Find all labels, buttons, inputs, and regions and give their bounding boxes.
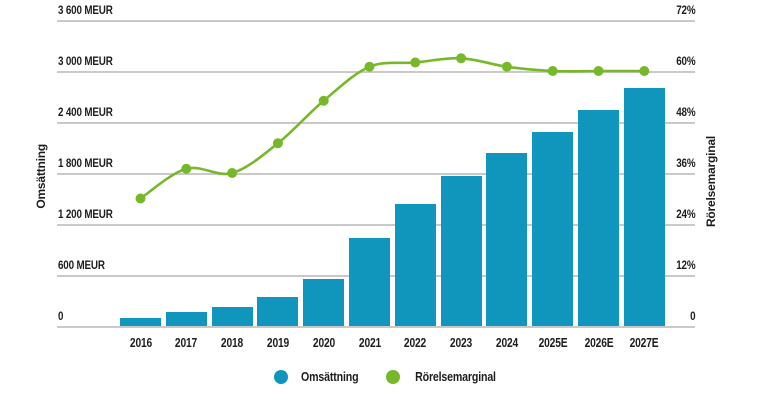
x-axis-label: 2024 bbox=[495, 336, 518, 350]
gridline bbox=[57, 20, 695, 22]
legend: Omsättning Rörelsemarginal bbox=[0, 366, 777, 388]
bar-2016 bbox=[120, 317, 161, 326]
legend-label: Rörelsemarginal bbox=[414, 370, 496, 384]
left-axis-tick-label: 3 000 MEUR bbox=[58, 54, 113, 68]
margin-point-2024 bbox=[501, 61, 512, 72]
left-axis-title: Omsättning bbox=[34, 144, 48, 209]
bar-2026e bbox=[578, 110, 619, 326]
margin-point-2023 bbox=[456, 53, 467, 64]
x-axis-label: 2027E bbox=[629, 336, 659, 350]
legend-dot-icon bbox=[385, 370, 400, 384]
margin-point-2027e bbox=[639, 66, 650, 76]
left-axis-tick-label: 600 MEUR bbox=[58, 258, 105, 272]
margin-point-2019 bbox=[272, 138, 283, 149]
gridline bbox=[57, 173, 695, 175]
margin-point-2021 bbox=[364, 61, 375, 72]
right-axis-tick-label: 60% bbox=[675, 54, 695, 68]
left-axis-tick-label: 0 bbox=[58, 309, 64, 323]
left-axis-tick-label: 3 600 MEUR bbox=[58, 3, 113, 17]
margin-point-2025e bbox=[547, 66, 558, 76]
bar-2024 bbox=[486, 152, 528, 326]
right-axis-tick-label: 72% bbox=[675, 3, 695, 17]
plot-area: 3 600 MEUR 72% 3 000 MEUR 60% 2 400 MEUR 48% 1… bbox=[57, 4, 695, 350]
margin-point-2022 bbox=[410, 57, 421, 68]
right-axis-tick-label: 48% bbox=[675, 105, 695, 119]
x-axis-label: 2019 bbox=[266, 336, 289, 350]
x-axis-label: 2026E bbox=[584, 336, 613, 350]
right-axis-tick-label: 12% bbox=[675, 258, 695, 272]
bar-2020 bbox=[303, 279, 345, 326]
bar-2023 bbox=[440, 176, 482, 326]
bar-2018 bbox=[211, 306, 253, 326]
bar-2017 bbox=[165, 311, 207, 326]
bar-2027e bbox=[623, 88, 665, 326]
legend-item-rörelsemarginal: Rörelsemarginal bbox=[385, 370, 503, 384]
left-axis-tick-label: 1 200 MEUR bbox=[58, 207, 113, 221]
x-axis-label: 2025E bbox=[538, 336, 568, 350]
gridline bbox=[57, 224, 695, 226]
x-axis-label: 2023 bbox=[450, 336, 473, 350]
margin-point-2026e bbox=[593, 66, 604, 76]
right-axis-tick-label: 36% bbox=[675, 156, 695, 170]
x-axis-label: 2021 bbox=[358, 336, 381, 350]
legend-item-omsättning: Omsättning bbox=[274, 370, 363, 384]
margin-line bbox=[139, 56, 645, 200]
x-axis-label: 2022 bbox=[404, 336, 427, 350]
legend-label: Omsättning bbox=[301, 370, 359, 384]
gridline bbox=[57, 71, 695, 73]
margin-point-2020 bbox=[318, 95, 329, 106]
right-axis-tick-label: 0 bbox=[689, 309, 695, 323]
bar-2025e bbox=[532, 132, 574, 326]
margin-line-series bbox=[135, 53, 650, 204]
left-axis-tick-label: 2 400 MEUR bbox=[58, 105, 113, 119]
x-axis-label: 2017 bbox=[175, 336, 198, 350]
x-axis-label: 2020 bbox=[312, 336, 335, 350]
margin-point-2017 bbox=[181, 163, 192, 174]
x-axis-label: 2016 bbox=[129, 336, 152, 350]
gridline bbox=[57, 326, 695, 328]
x-axis-label: 2018 bbox=[221, 336, 244, 350]
gridline bbox=[57, 122, 695, 124]
bar-2022 bbox=[394, 203, 436, 326]
margin-point-2016 bbox=[135, 193, 146, 204]
right-axis-tick-label: 24% bbox=[675, 207, 695, 221]
bar-2021 bbox=[349, 237, 390, 326]
legend-dot-icon bbox=[274, 370, 289, 384]
bar-2019 bbox=[257, 297, 299, 326]
margin-point-2018 bbox=[227, 168, 238, 178]
right-axis-title: Rörelsemarginal bbox=[704, 136, 718, 228]
left-axis-tick-label: 1 800 MEUR bbox=[58, 156, 113, 170]
